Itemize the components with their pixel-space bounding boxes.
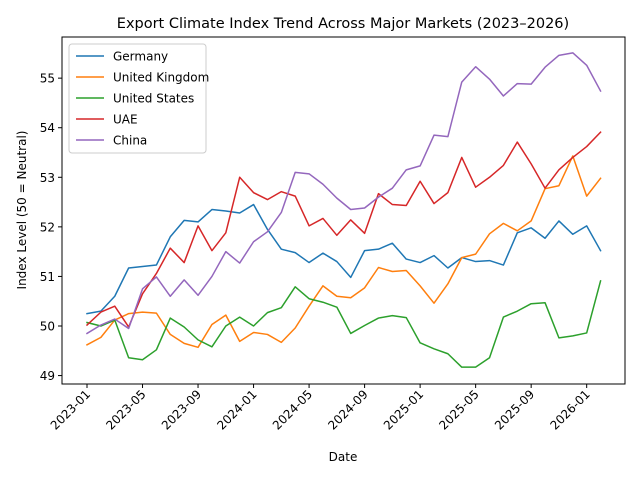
legend-label: UAE <box>113 113 138 127</box>
series-layer <box>85 52 602 368</box>
series-line-china <box>85 52 602 335</box>
legend-label: China <box>113 134 147 148</box>
legend-box <box>68 43 207 154</box>
series-line-uae <box>85 131 602 328</box>
legend-label: United Kingdom <box>113 71 209 85</box>
y-tick-label: 49 <box>40 369 55 383</box>
y-tick-label: 54 <box>40 121 55 135</box>
y-tick-label: 53 <box>40 171 55 185</box>
y-axis: 49 50 51 52 53 54 55 <box>40 72 62 383</box>
chart-title: Export Climate Index Trend Across Major … <box>117 16 569 32</box>
y-axis-label: Index Level (50 = Neutral) <box>15 131 29 290</box>
y-tick-label: 50 <box>40 320 55 334</box>
legend-label: Germany <box>113 50 168 64</box>
y-tick-label: 51 <box>40 270 55 284</box>
legend: Germany United Kingdom United States UAE Chi… <box>68 43 209 154</box>
plot-frame <box>61 36 626 385</box>
y-tick-label: 52 <box>40 220 55 234</box>
series-line-germany <box>86 203 602 315</box>
legend-label: United States <box>113 92 194 106</box>
y-tick-label: 55 <box>40 72 55 86</box>
series-line-united-kingdom <box>85 155 602 349</box>
series-line-united-states <box>86 279 602 368</box>
x-axis-label: Date <box>329 450 358 464</box>
